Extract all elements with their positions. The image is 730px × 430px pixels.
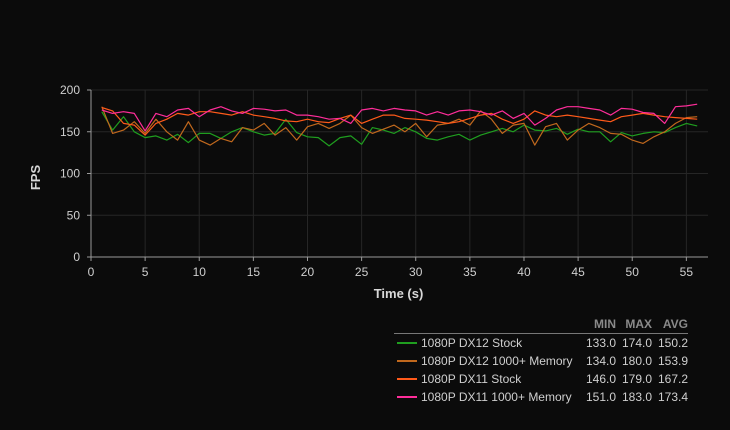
legend-avg: 153.9 — [657, 354, 688, 368]
x-axis-label: Time (s) — [374, 286, 424, 301]
y-tick-label: 100 — [60, 167, 80, 181]
legend-row[interactable]: 1080P DX12 Stock 133.0 174.0 150.2 — [394, 334, 688, 352]
legend-min: 133.0 — [585, 336, 616, 350]
legend-col-max: MAX — [625, 317, 652, 331]
legend-series-name: 1080P DX12 Stock — [421, 336, 523, 350]
series-line-2 — [101, 106, 698, 136]
x-tick-label: 20 — [301, 265, 315, 279]
legend-table: MIN MAX AVG 1080P DX12 Stock 133.0 174.0… — [394, 316, 688, 406]
series-swatch — [397, 360, 417, 362]
legend-avg: 167.2 — [657, 372, 688, 386]
series-swatch — [397, 342, 417, 344]
x-tick-label: 15 — [247, 265, 261, 279]
legend-max: 179.0 — [621, 372, 652, 386]
x-tick-label: 10 — [193, 265, 207, 279]
series-swatch — [397, 378, 417, 380]
x-tick-label: 5 — [142, 265, 149, 279]
y-tick-label: 200 — [60, 83, 80, 97]
fps-chart: 0 50 100 150 200 0 5 10 15 20 25 30 35 40 45 50 55 Time (… — [28, 83, 708, 301]
series-line-1 — [101, 106, 698, 146]
x-tick-label: 30 — [409, 265, 423, 279]
series-swatch — [397, 396, 417, 398]
legend-col-min: MIN — [594, 317, 616, 331]
legend-series-name: 1080P DX11 1000+ Memory — [421, 390, 572, 404]
legend-series-name: 1080P DX11 Stock — [421, 372, 522, 386]
legend-row[interactable]: 1080P DX11 Stock 146.0 179.0 167.2 — [394, 370, 688, 388]
x-tick-label: 50 — [626, 265, 640, 279]
legend-row[interactable]: 1080P DX11 1000+ Memory 151.0 183.0 173.… — [394, 388, 688, 406]
x-tick-label: 40 — [517, 265, 531, 279]
legend-avg: 150.2 — [657, 336, 688, 350]
chart-svg: 0 50 100 150 200 0 5 10 15 20 25 30 35 40 45 50 55 Time (… — [28, 83, 708, 301]
y-tick-label: 50 — [67, 208, 81, 222]
legend-header: MIN MAX AVG — [394, 316, 688, 334]
legend-row[interactable]: 1080P DX12 1000+ Memory 134.0 180.0 153.… — [394, 352, 688, 370]
legend-max: 183.0 — [621, 390, 652, 404]
series-line-3 — [101, 103, 698, 132]
legend-max: 174.0 — [621, 336, 652, 350]
y-tick-label: 0 — [73, 250, 80, 264]
legend-max: 180.0 — [621, 354, 652, 368]
legend-min: 151.0 — [585, 390, 616, 404]
y-tick-label: 150 — [60, 125, 80, 139]
series-line-0 — [101, 111, 698, 147]
legend-series-name: 1080P DX12 1000+ Memory — [421, 354, 573, 368]
x-tick-label: 35 — [463, 265, 477, 279]
legend-min: 146.0 — [585, 372, 616, 386]
x-tick-label: 45 — [571, 265, 585, 279]
legend-min: 134.0 — [585, 354, 616, 368]
x-tick-label: 25 — [355, 265, 369, 279]
y-axis-label: FPS — [28, 165, 43, 191]
x-tick-label: 55 — [680, 265, 694, 279]
x-tick-label: 0 — [88, 265, 95, 279]
legend-col-avg: AVG — [662, 317, 688, 331]
legend-avg: 173.4 — [657, 390, 688, 404]
